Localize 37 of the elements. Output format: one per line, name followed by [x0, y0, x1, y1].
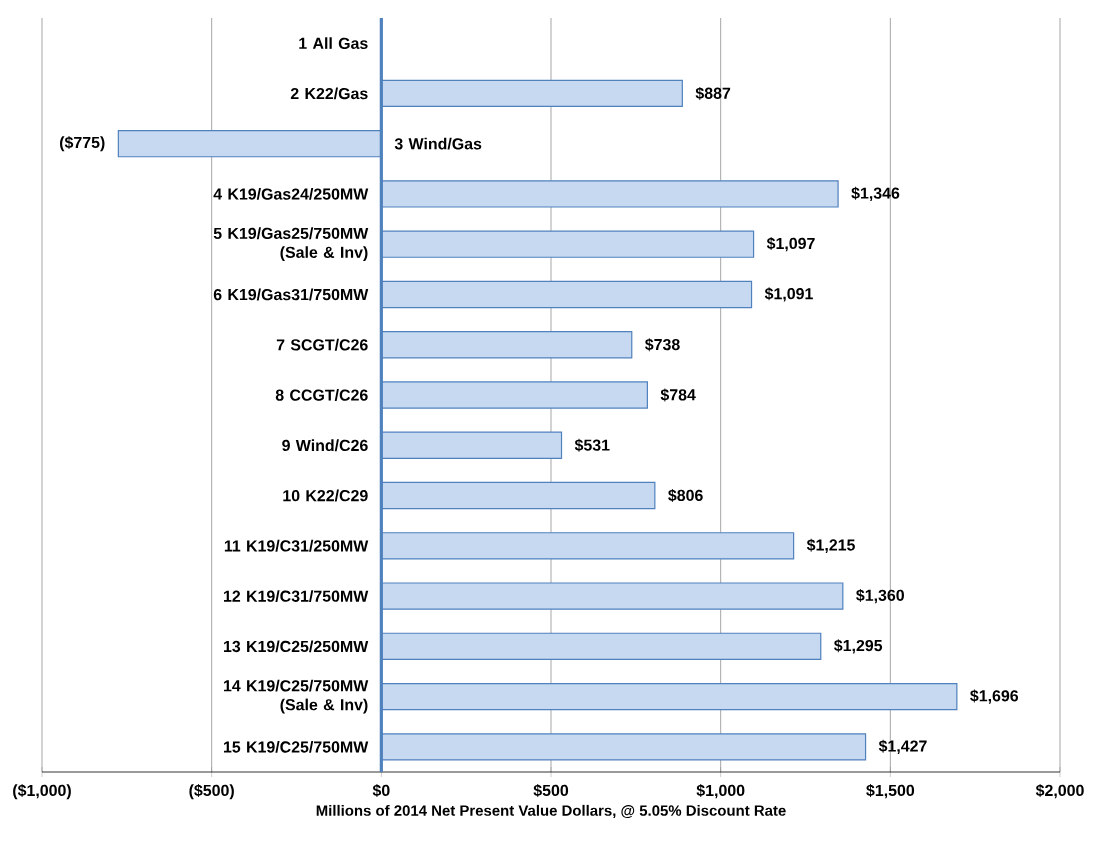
- y-tick-label: 3 Wind/Gas: [394, 137, 482, 150]
- data-label: $1,346: [851, 186, 900, 202]
- y-tick-label: 8 CCGT/C26: [275, 389, 368, 401]
- data-label: $1,215: [806, 538, 855, 553]
- y-tick-label: 12 K19/C31/750MW: [223, 590, 369, 602]
- y-tick-label: 11 K19/C31/250MW: [224, 539, 369, 552]
- x-tick-label: ($1,000): [13, 784, 71, 800]
- y-tick-label: 1 All Gas: [299, 37, 368, 49]
- data-label: $531: [574, 438, 610, 452]
- data-label: $1,427: [878, 739, 927, 755]
- y-tick-label: 5 K19/Gas25/750MW (Sale & Inv): [213, 227, 369, 262]
- data-label: $1,360: [856, 588, 904, 604]
- x-tick-label: $1,500: [866, 784, 915, 799]
- y-tick-label: 7 SCGT/C26: [276, 338, 368, 351]
- data-label: $1,696: [970, 689, 1019, 704]
- data-label: $1,091: [764, 287, 813, 302]
- x-tick-label: $0: [372, 784, 390, 798]
- data-label: $1,295: [834, 639, 883, 654]
- x-tick-label: $2,000: [1035, 784, 1084, 799]
- y-tick-label: 14 K19/C25/750MW (Sale & Inv): [223, 679, 369, 714]
- y-tick-label: 10 K22/C29: [283, 489, 368, 502]
- x-tick-label: $500: [533, 784, 569, 798]
- data-label: $1,097: [766, 237, 815, 252]
- data-label: ($775): [60, 136, 105, 152]
- y-tick-label: 6 K19/Gas31/750MW: [213, 288, 369, 301]
- y-tick-label: 13 K19/C25/250MW: [223, 640, 369, 653]
- x-tick-label: $1,000: [696, 784, 745, 799]
- data-label: $738: [645, 338, 680, 352]
- x-tick-label: ($500): [189, 784, 234, 800]
- y-tick-label: 4 K19/Gas24/250MW: [213, 187, 369, 200]
- x-axis-title: Millions of 2014 Net Present Value Dollars, @ 5.05% Discount Rate: [316, 804, 786, 819]
- data-label: $887: [695, 86, 731, 100]
- y-tick-label: 15 K19/C25/750MW: [223, 740, 369, 753]
- data-label: $806: [668, 489, 703, 503]
- y-tick-label: 9 Wind/C26: [282, 439, 368, 452]
- data-label: $784: [660, 388, 696, 402]
- y-tick-label: 2 K22/Gas: [290, 87, 368, 100]
